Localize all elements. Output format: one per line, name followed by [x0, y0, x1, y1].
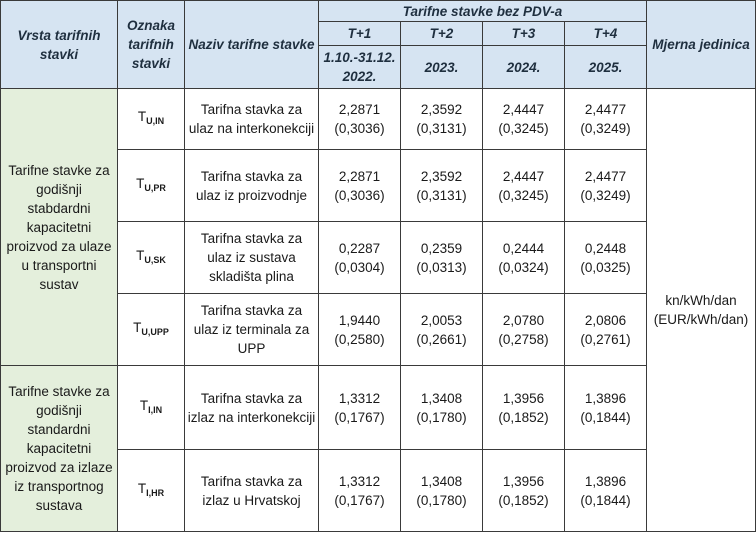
tariff-name: Tarifna stavka za izlaz u Hrvatskoj — [184, 449, 319, 532]
tariff-value: 2,4447 (0,3245) — [482, 88, 565, 150]
tariff-value: 0,2448 (0,0325) — [564, 221, 647, 294]
tariff-value: 2,4447 (0,3245) — [482, 149, 565, 222]
tariff-code: TI,IN — [117, 365, 185, 450]
tariff-value: 1,3896 (0,1844) — [564, 449, 647, 532]
tariff-name: Tarifna stavka za ulaz na interkonekciji — [184, 88, 319, 150]
tariff-value: 2,2871 (0,3036) — [318, 88, 401, 150]
tariff-value: 1,3312 (0,1767) — [318, 365, 401, 450]
tariff-code: TU,PR — [117, 149, 185, 222]
tariff-value: 1,3408 (0,1780) — [400, 365, 483, 450]
tariff-code: TI,HR — [117, 449, 185, 532]
tariff-value: 1,3408 (0,1780) — [400, 449, 483, 532]
period-year: 2024. — [482, 45, 565, 89]
group-label-entries: Tarifne stavke za godišnji stabdardni ka… — [0, 88, 118, 366]
tariff-code: TU,SK — [117, 221, 185, 294]
tariff-value: 1,3312 (0,1767) — [318, 449, 401, 532]
header-name: Naziv tarifne stavke — [184, 0, 319, 89]
tariff-code: TU,IN — [117, 88, 185, 150]
tariff-value: 2,3592 (0,3131) — [400, 88, 483, 150]
tariff-code: TU,UPP — [117, 293, 185, 366]
tariff-value: 0,2444 (0,0324) — [482, 221, 565, 294]
period-year: 2023. — [400, 45, 483, 89]
tariff-value: 2,0053 (0,2661) — [400, 293, 483, 366]
period-year: 2025. — [564, 45, 647, 89]
tariff-value: 1,9440 (0,2580) — [318, 293, 401, 366]
tariff-name: Tarifna stavka za ulaz iz proizvodnje — [184, 149, 319, 222]
header-group-title: Tarifne stavke bez PDV-a — [318, 0, 647, 22]
header-type: Vrsta tarifnih stavki — [0, 0, 118, 89]
tariff-value: 2,4477 (0,3249) — [564, 88, 647, 150]
tariff-name: Tarifna stavka za izlaz na interkonekcij… — [184, 365, 319, 450]
period-label: T+3 — [482, 21, 565, 46]
period-label: T+1 — [318, 21, 401, 46]
tariff-name: Tarifna stavka za ulaz iz sustava skladi… — [184, 221, 319, 294]
tariff-value: 0,2287 (0,0304) — [318, 221, 401, 294]
period-label: T+4 — [564, 21, 647, 46]
tariff-value: 2,0780 (0,2758) — [482, 293, 565, 366]
header-unit: Mjerna jedinica — [646, 0, 756, 89]
tariff-value: 0,2359 (0,0313) — [400, 221, 483, 294]
tariff-value: 2,2871 (0,3036) — [318, 149, 401, 222]
header-code: Oznaka tarifnih stavki — [117, 0, 185, 89]
tariff-value: 1,3896 (0,1844) — [564, 365, 647, 450]
tariff-value: 1,3956 (0,1852) — [482, 365, 565, 450]
tariff-value: 2,4477 (0,3249) — [564, 149, 647, 222]
tariff-name: Tarifna stavka za ulaz iz terminala za U… — [184, 293, 319, 366]
measure-unit: kn/kWh/dan (EUR/kWh/dan) — [646, 88, 756, 532]
tariff-value: 2,3592 (0,3131) — [400, 149, 483, 222]
group-label-exits: Tarifne stavke za godišnji standardni ka… — [0, 365, 118, 532]
tariff-value: 1,3956 (0,1852) — [482, 449, 565, 532]
period-year: 1.10.-31.12. 2022. — [318, 45, 401, 89]
tariff-value: 2,0806 (0,2761) — [564, 293, 647, 366]
period-label: T+2 — [400, 21, 483, 46]
